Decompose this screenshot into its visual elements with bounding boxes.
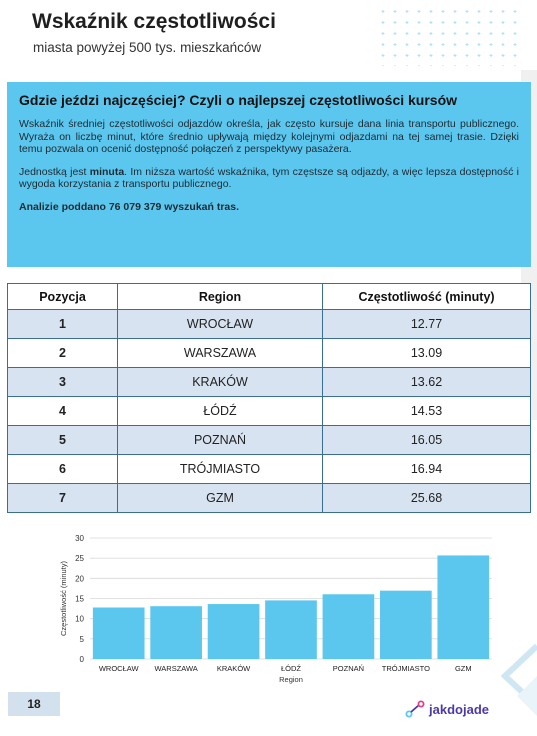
decorative-dots	[377, 6, 517, 66]
y-tick-label: 20	[75, 574, 84, 583]
cell-frequency: 16.94	[322, 454, 531, 484]
bar	[437, 555, 490, 659]
y-tick-label: 0	[80, 655, 85, 664]
column-header-position: Pozycja	[7, 283, 118, 310]
x-tick-label: KRAKÓW	[217, 664, 251, 673]
bar	[380, 590, 432, 659]
table-row: 2 WARSZAWA 13.09	[7, 338, 531, 368]
jakdojade-logo: jakdojade	[405, 700, 489, 718]
x-tick-label: TRÓJMIASTO	[382, 664, 430, 673]
y-tick-label: 15	[75, 595, 84, 604]
column-header-frequency: Częstotliwość (minuty)	[322, 283, 531, 310]
page-subtitle: miasta powyżej 500 tys. mieszkańców	[33, 40, 262, 55]
info-p2-unit: minuta	[89, 165, 125, 178]
y-tick-label: 5	[80, 635, 85, 644]
cell-frequency: 12.77	[322, 309, 531, 339]
y-axis-label: Częstotliwość (minuty)	[59, 560, 68, 636]
table-header-row: Pozycja Region Częstotliwość (minuty)	[7, 283, 531, 310]
cell-region: POZNAŃ	[117, 425, 323, 455]
cell-region: ŁÓDŹ	[117, 396, 323, 426]
table-row: 7 GZM 25.68	[7, 483, 531, 513]
page-title: Wskaźnik częstotliwości	[32, 10, 276, 33]
decorative-corner	[500, 643, 537, 716]
bar	[150, 606, 202, 659]
table-row: 1 WROCŁAW 12.77	[7, 309, 531, 339]
column-header-region: Region	[117, 283, 323, 310]
table-row: 6 TRÓJMIASTO 16.94	[7, 454, 531, 484]
x-tick-label: POZNAŃ	[333, 664, 364, 673]
bar	[207, 604, 260, 659]
analysis-note: Analizie poddano 76 079 379 wyszukań tra…	[19, 200, 240, 213]
info-box: Gdzie jeździ najczęściej? Czyli o najlep…	[7, 82, 531, 267]
cell-region: TRÓJMIASTO	[117, 454, 323, 484]
chart-svg: 0 5 10 15 20 25 30 WROCŁAW WARSZAWA KRAKÓW ŁÓDŹ POZ…	[59, 534, 492, 684]
bar	[322, 594, 375, 659]
cell-position: 7	[7, 483, 118, 513]
page-number: 18	[8, 692, 60, 716]
cell-region: KRAKÓW	[117, 367, 323, 397]
info-paragraph-2: Jednostką jest minuta. Im niższa wartość…	[19, 166, 519, 191]
cell-position: 1	[7, 309, 118, 339]
bar	[265, 600, 317, 659]
x-tick-label: GZM	[455, 664, 472, 673]
info-paragraph-1: Wskaźnik średniej częstotliwości odjazdó…	[19, 118, 519, 155]
route-pin-icon	[405, 700, 425, 718]
bar	[92, 607, 145, 659]
x-axis-label: Region	[279, 675, 303, 684]
cell-region: WROCŁAW	[117, 309, 323, 339]
cell-position: 6	[7, 454, 118, 484]
y-tick-label: 25	[75, 554, 84, 563]
cell-frequency: 16.05	[322, 425, 531, 455]
cell-region: GZM	[117, 483, 323, 513]
frequency-chart: 0 5 10 15 20 25 30 WROCŁAW WARSZAWA KRAKÓW ŁÓDŹ POZ…	[50, 530, 500, 695]
cell-frequency: 14.53	[322, 396, 531, 426]
x-tick-label: WROCŁAW	[99, 664, 140, 673]
cell-region: WARSZAWA	[117, 338, 323, 368]
cell-position: 2	[7, 338, 118, 368]
info-title: Gdzie jeździ najczęściej? Czyli o najlep…	[19, 92, 458, 108]
cell-position: 3	[7, 367, 118, 397]
y-tick-label: 10	[75, 615, 84, 624]
logo-text: jakdojade	[429, 701, 489, 717]
x-tick-label: ŁÓDŹ	[281, 664, 301, 673]
table-row: 5 POZNAŃ 16.05	[7, 425, 531, 455]
cell-frequency: 13.62	[322, 367, 531, 397]
info-p2-end: . Im niższa wartość wskaźnika, tym częst…	[19, 165, 519, 191]
ranking-table: Pozycja Region Częstotliwość (minuty) 1 …	[7, 283, 531, 513]
x-tick-label: WARSZAWA	[154, 664, 197, 673]
info-p2-start: Jednostką jest	[19, 165, 90, 178]
cell-position: 4	[7, 396, 118, 426]
cell-position: 5	[7, 425, 118, 455]
table-row: 4 ŁÓDŹ 14.53	[7, 396, 531, 426]
table-row: 3 KRAKÓW 13.62	[7, 367, 531, 397]
cell-frequency: 25.68	[322, 483, 531, 513]
y-tick-label: 30	[75, 534, 84, 543]
cell-frequency: 13.09	[322, 338, 531, 368]
